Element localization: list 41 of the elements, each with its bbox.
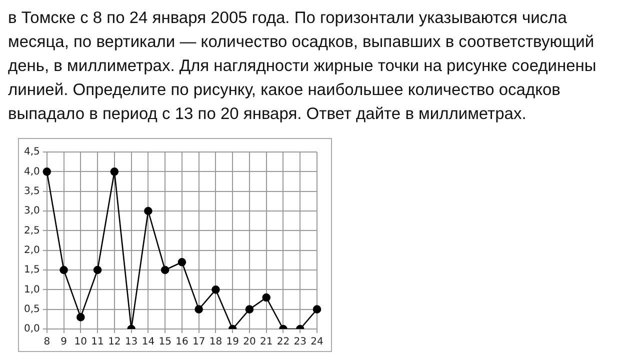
point [245,305,254,314]
x-tick-label: 13 [124,336,138,348]
y-tick-label: 1,5 [24,264,40,276]
x-tick-label: 11 [91,336,104,348]
x-tick-label: 19 [226,336,239,348]
y-tick-label: 2,0 [24,244,40,256]
x-tick-label: 21 [260,336,273,348]
point [262,293,271,302]
point [160,266,170,274]
x-tick-label: 20 [243,336,256,348]
point [76,313,85,322]
x-tick-label: 14 [142,336,155,348]
x-tick-label: 17 [192,336,206,348]
y-tick-label: 0,0 [24,324,40,335]
y-tick-label: 2,5 [24,225,40,236]
point [144,206,152,216]
x-tick-label: 16 [176,336,188,348]
x-tick-label: 8 [44,336,50,348]
x-tick-label: 23 [294,336,306,348]
y-tick-label: 3,0 [24,206,40,217]
x-tick-label: 22 [276,336,290,348]
x-tick-label: 12 [108,336,121,348]
point [110,168,119,176]
y-tick-label: 1,0 [24,284,40,296]
y-tick-label: 4,0 [24,166,40,178]
x-tick-label: 9 [60,336,67,348]
point [60,266,68,274]
point [212,286,220,294]
point [42,168,52,176]
text: в Томске с 8 по 24 января 2005 года. По горизонтали указываются числа месяца, по вертикали — количество осадков, выпавших в соответствующий день, в миллиметрах. Для наглядности жирные точки на рисунке соединены линией. Определите по рисунку, какое наибольшее количество осадков выпадало в период с 13 по 20 января. Ответ дайте в миллиметрах. [8,8,598,125]
point [93,266,102,274]
point [178,258,186,266]
point [312,305,322,314]
x-tick-label: 24 [310,336,324,348]
point [194,305,203,314]
y-tick-label: 3,5 [24,186,40,197]
x-tick-label: 15 [158,336,172,348]
x-tick-label: 10 [74,336,88,348]
y-tick-label: 0,5 [24,304,40,315]
y-tick-label: 4,5 [24,146,40,158]
x-tick-label: 18 [209,336,222,348]
